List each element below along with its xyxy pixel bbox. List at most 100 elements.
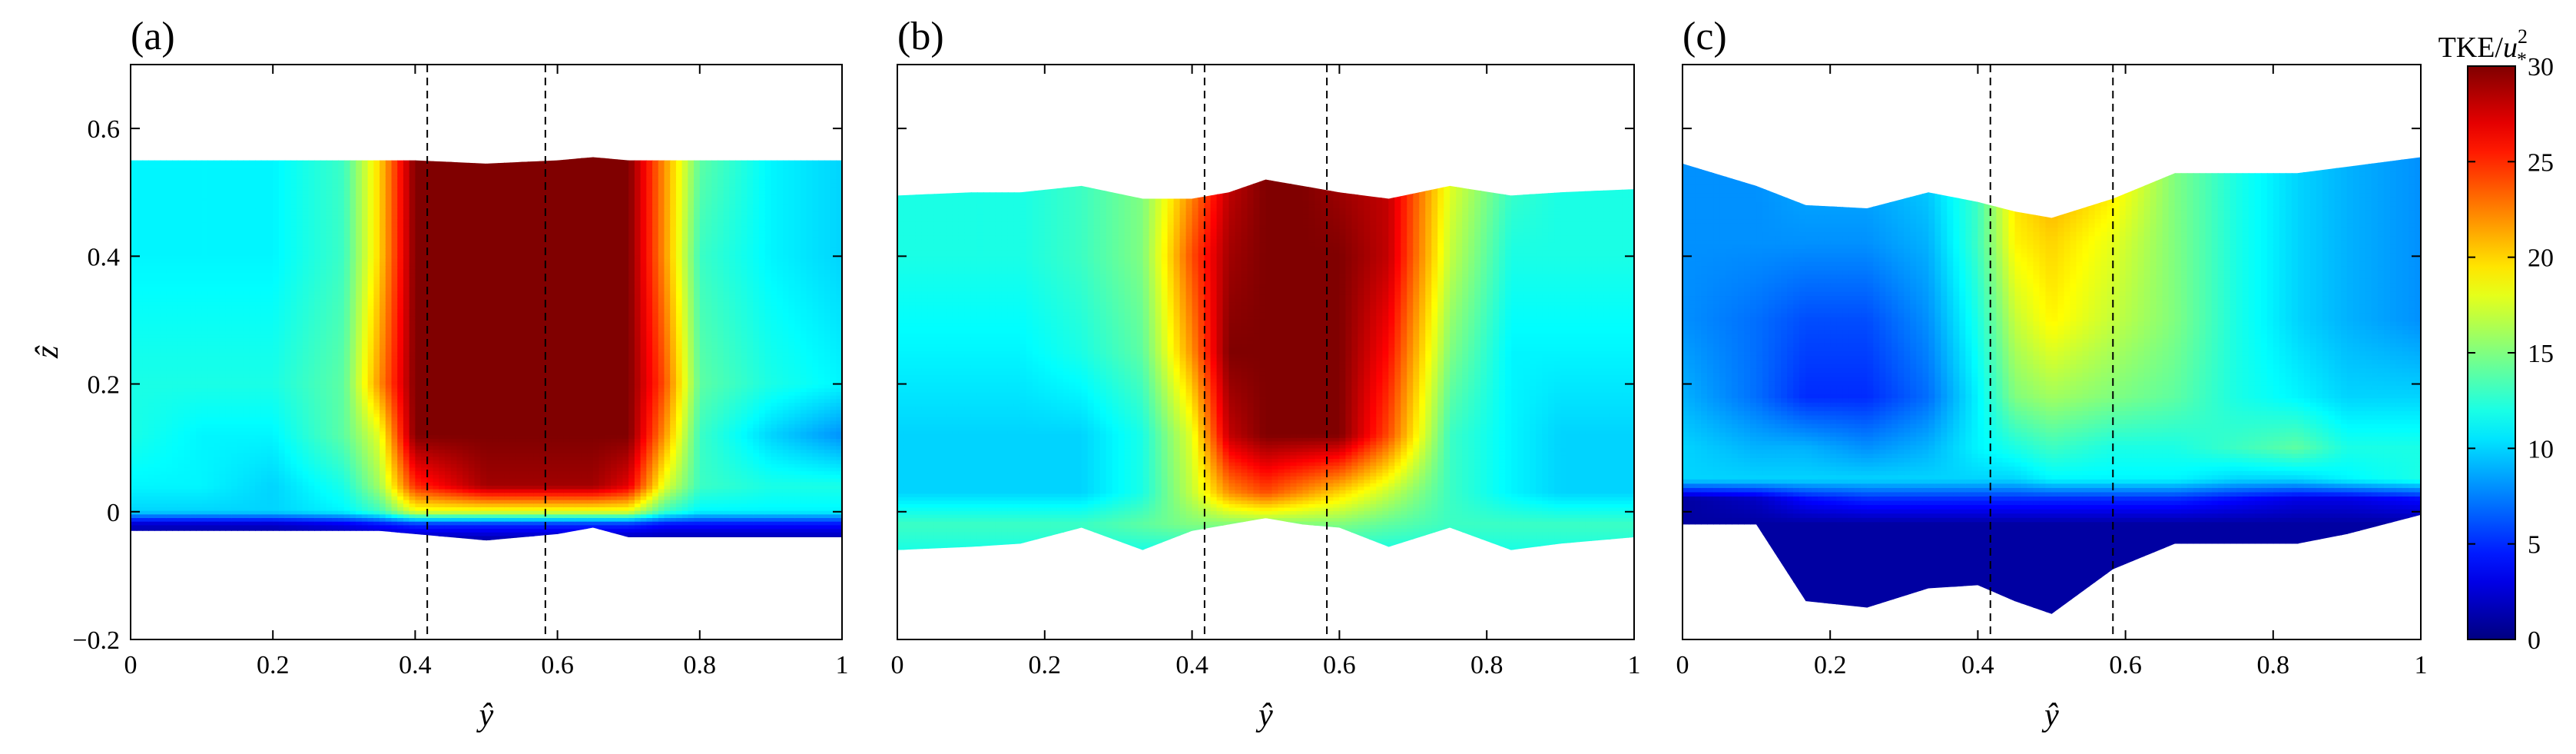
tke-cell (177, 500, 185, 505)
tke-cell (225, 280, 232, 285)
tke-cell (343, 337, 351, 343)
tke-cell (214, 320, 220, 324)
tke-cell (297, 474, 303, 480)
tke-cell (350, 313, 357, 317)
tke-cell (385, 518, 393, 523)
tke-cell (201, 529, 209, 533)
tke-cell (302, 392, 310, 397)
tke-cell (136, 352, 144, 357)
tke-cell (184, 298, 191, 303)
tke-cell (172, 460, 179, 465)
tke-cell (225, 395, 232, 400)
tke-cell (142, 168, 149, 174)
tke-cell (154, 269, 161, 274)
tke-cell (195, 420, 203, 426)
tke-cell (195, 417, 203, 422)
tke-cell (290, 467, 297, 472)
tke-cell (142, 381, 149, 386)
tke-cell (367, 204, 375, 209)
tke-cell (214, 208, 220, 213)
tke-cell (267, 395, 274, 400)
tke-cell (361, 460, 369, 465)
tke-cell (278, 190, 286, 195)
tke-cell (284, 175, 292, 181)
tke-cell (207, 525, 214, 530)
tke-cell (207, 222, 214, 228)
tke-cell (356, 320, 363, 324)
tke-cell (302, 309, 310, 314)
tke-cell (231, 284, 238, 288)
tke-cell (373, 161, 380, 166)
tke-cell (231, 337, 238, 343)
tke-cell (131, 463, 138, 469)
tke-cell (172, 157, 179, 159)
tke-cell (350, 356, 357, 360)
tke-cell (273, 399, 280, 404)
tke-cell (380, 431, 386, 437)
tke-cell (367, 529, 375, 533)
tke-cell (201, 374, 209, 379)
tke-cell (142, 345, 149, 350)
tke-cell (320, 244, 327, 249)
tke-cell (219, 175, 227, 181)
tke-cell (237, 273, 244, 277)
tke-cell (148, 414, 155, 418)
tke-cell (338, 463, 345, 469)
tke-cell (225, 446, 232, 450)
tke-cell (332, 482, 339, 487)
tke-cell (249, 233, 256, 238)
tke-cell (190, 269, 197, 274)
tke-cell (166, 485, 173, 490)
tke-cell (225, 489, 232, 494)
tke-cell (343, 230, 351, 234)
tke-cell (255, 324, 262, 328)
tke-cell (184, 529, 191, 533)
tke-cell (385, 424, 393, 429)
tke-cell (201, 521, 209, 526)
tke-cell (195, 251, 203, 256)
tke-cell (284, 424, 292, 429)
tke-cell (267, 367, 274, 371)
tke-cell (214, 287, 220, 292)
tke-cell (142, 403, 149, 407)
tke-cell (397, 294, 404, 300)
tke-cell (320, 179, 327, 184)
tke-cell (273, 172, 280, 177)
tke-cell (320, 414, 327, 418)
tke-cell (190, 255, 197, 260)
tke-cell (308, 183, 316, 188)
tke-cell (385, 187, 393, 191)
tke-cell (237, 474, 244, 480)
tke-cell (231, 471, 238, 476)
tke-cell (172, 269, 179, 274)
tke-cell (160, 399, 167, 404)
tke-cell (343, 219, 351, 224)
tke-cell (195, 158, 203, 163)
tke-cell (267, 525, 274, 530)
tke-cell (195, 237, 203, 242)
tke-cell (380, 251, 386, 256)
tke-cell (320, 320, 327, 324)
tke-cell (184, 262, 191, 267)
tke-cell (373, 374, 380, 379)
tke-cell (302, 222, 310, 228)
tke-cell (201, 204, 209, 209)
tke-cell (314, 406, 321, 411)
tke-cell (320, 255, 327, 260)
tke-cell (308, 507, 316, 512)
tke-cell (255, 399, 262, 404)
tke-cell (367, 352, 375, 357)
tke-cell (166, 514, 173, 519)
tke-cell (231, 467, 238, 472)
tke-cell (356, 341, 363, 346)
tke-cell (190, 406, 197, 411)
tke-cell (249, 453, 256, 458)
tke-cell (302, 463, 310, 469)
tke-cell (385, 435, 393, 440)
tke-cell (184, 359, 191, 364)
tke-cell (373, 266, 380, 271)
tke-cell (184, 431, 191, 437)
tke-cell (214, 237, 220, 242)
tke-cell (231, 266, 238, 271)
tke-cell (267, 500, 274, 505)
